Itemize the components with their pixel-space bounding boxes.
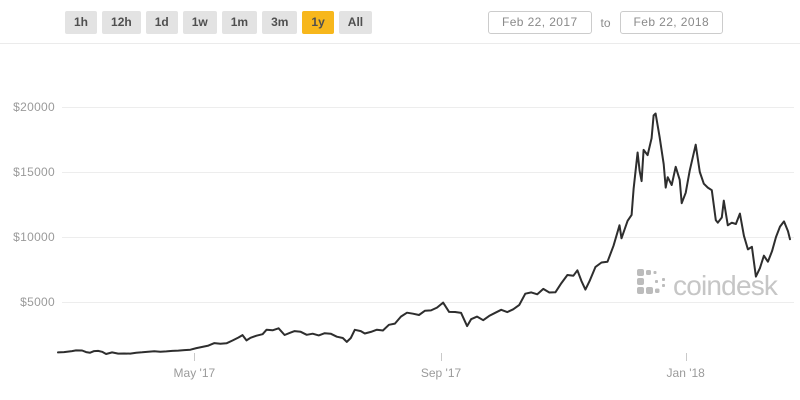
coindesk-wordmark: coindesk [673, 269, 778, 301]
coindesk-watermark: coindesk [636, 268, 778, 303]
date-range-picker: Feb 22, 2017 to Feb 22, 2018 [488, 11, 724, 34]
x-axis-tick [441, 353, 443, 361]
y-gridline [62, 237, 794, 238]
y-axis-label: $15000 [13, 165, 55, 179]
y-gridline [62, 172, 794, 173]
toolbar-divider [0, 43, 800, 44]
start-date-input[interactable]: Feb 22, 2017 [488, 11, 592, 34]
price-line [57, 112, 791, 355]
time-range-toolbar: 1h 12h 1d 1w 1m 3m 1y All [65, 11, 373, 34]
range-button-1y[interactable]: 1y [302, 11, 334, 34]
y-gridline [62, 107, 794, 108]
y-axis-label: $10000 [13, 230, 55, 244]
y-axis-label: $5000 [20, 295, 55, 309]
coindesk-logo-icon [636, 268, 666, 303]
x-axis-label: Sep '17 [420, 366, 462, 380]
range-button-1m[interactable]: 1m [221, 11, 258, 34]
range-button-1d[interactable]: 1d [145, 11, 178, 34]
x-axis-label: May '17 [173, 366, 216, 380]
range-button-all[interactable]: All [338, 11, 373, 34]
range-button-3m[interactable]: 3m [262, 11, 298, 34]
x-axis-tick [194, 353, 196, 361]
y-axis-label: $20000 [13, 100, 55, 114]
x-axis-tick [685, 353, 687, 361]
end-date-input[interactable]: Feb 22, 2018 [619, 11, 724, 34]
range-button-12h[interactable]: 12h [102, 11, 141, 34]
date-range-to-label: to [600, 15, 611, 30]
x-axis-label: Jan '18 [666, 366, 705, 380]
y-gridline [62, 302, 794, 303]
range-button-1w[interactable]: 1w [182, 11, 217, 34]
range-button-1h[interactable]: 1h [65, 11, 98, 34]
